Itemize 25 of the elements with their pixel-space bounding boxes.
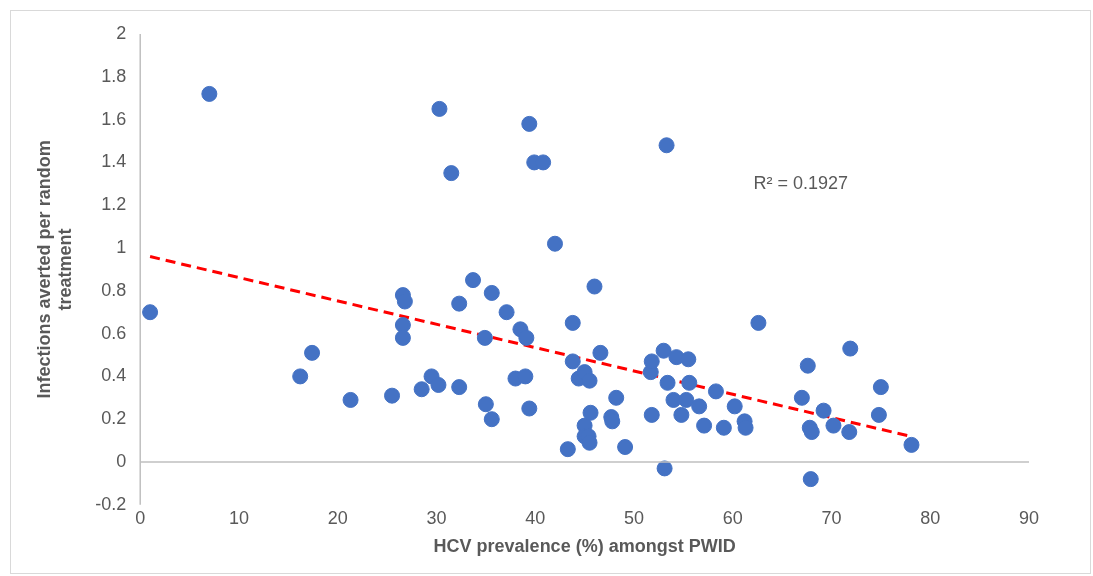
x-tick-label: 90 xyxy=(1018,507,1040,528)
y-tick-label: 0.8 xyxy=(101,279,127,300)
x-tick-label: 40 xyxy=(525,507,546,528)
y-tick-label: 0.4 xyxy=(101,365,127,386)
y-tick-label: 2 xyxy=(116,22,127,43)
x-tick-label: 70 xyxy=(821,507,842,528)
y-tick-label: 1.2 xyxy=(101,194,127,215)
y-tick-label: 1 xyxy=(116,236,127,257)
x-tick-label: 30 xyxy=(426,507,447,528)
y-tick-label: 1.6 xyxy=(101,108,127,129)
y-tick-label: 1.8 xyxy=(101,65,127,86)
x-axis-title: HCV prevalence (%) amongst PWID xyxy=(433,536,736,557)
annotation: R² = 0.1927 xyxy=(753,173,849,193)
x-tick-label: 80 xyxy=(920,507,941,528)
y-tick-label: 0 xyxy=(116,450,127,471)
x-tick-label: 20 xyxy=(327,507,348,528)
x-tick-label: 0 xyxy=(135,507,146,528)
y-tick-label: 1.4 xyxy=(101,151,127,172)
y-tick-label: 0.6 xyxy=(101,322,127,343)
x-tick-label: 50 xyxy=(623,507,644,528)
x-tick-label: 60 xyxy=(722,507,743,528)
y-tick-label: -0.2 xyxy=(95,493,127,514)
x-tick-label: 10 xyxy=(228,507,249,528)
y-tick-label: 0.2 xyxy=(101,408,127,429)
y-axis-title: Infections averted per random treatment xyxy=(33,140,76,399)
